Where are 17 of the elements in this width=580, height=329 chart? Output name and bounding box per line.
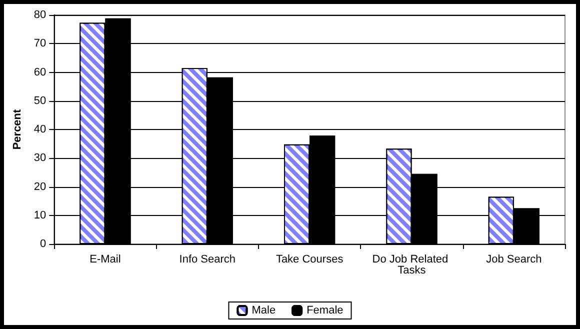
- x-tick-label: Do Job Related Tasks: [372, 254, 452, 276]
- y-tick-label: 70: [34, 38, 46, 50]
- y-tick-label: 50: [34, 94, 46, 107]
- x-tick-label: Take Courses: [276, 254, 344, 266]
- y-tick-label: 40: [34, 124, 46, 136]
- y-tick-label: 0: [40, 238, 46, 250]
- y-tick-label: 20: [34, 180, 46, 193]
- y-tick-label: 60: [34, 66, 46, 78]
- y-axis-title: Percent: [12, 108, 24, 150]
- legend-label: Male: [252, 304, 276, 316]
- y-tick-label: 80: [34, 9, 46, 21]
- y-tick-label: 10: [34, 209, 46, 222]
- legend-label: Female: [306, 304, 344, 316]
- x-tick-label: Job Search: [486, 254, 542, 266]
- x-tick-label: E-Mail: [90, 254, 121, 266]
- x-tick-label: Info Search: [179, 254, 236, 266]
- y-tick-label: 30: [34, 152, 46, 164]
